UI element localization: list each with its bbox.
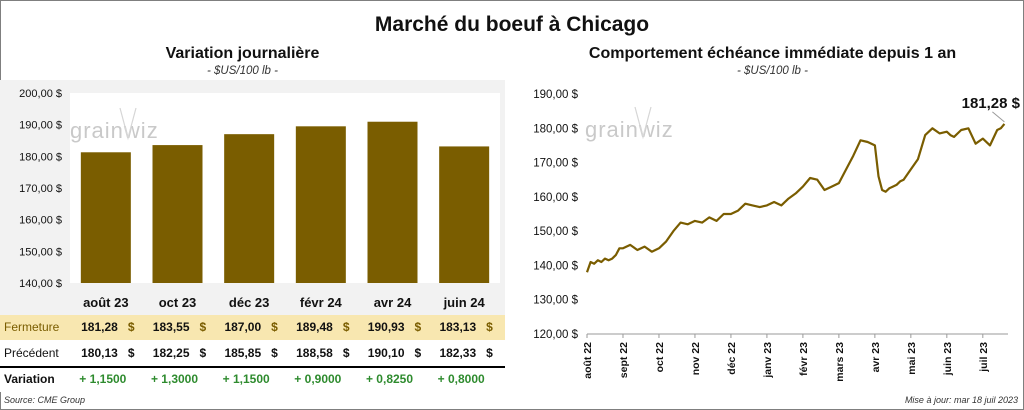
x-tick-label: déc 23: [229, 295, 269, 310]
source-note: Source: CME Group: [4, 395, 86, 405]
y-tick-label: 160,00 $: [19, 215, 62, 227]
table-cell: 189,48: [296, 319, 333, 334]
unit-symbol: $: [486, 346, 493, 360]
table-cell: 190,10: [367, 346, 405, 360]
left-chart-subtitle: - $US/100 lb -: [207, 65, 278, 77]
grainwiz-watermark: grainwiz: [585, 106, 674, 142]
table-divider: [0, 366, 505, 368]
bar: [224, 134, 275, 283]
watermark-mark-icon: [119, 107, 137, 141]
x-tick-label: juil 23: [978, 342, 990, 373]
x-tick-label: janv 23: [762, 342, 774, 379]
x-tick-label: août 23: [83, 295, 129, 310]
table-row-variation: Variation + 1,1500 + 1,3000 + 1,1500 + 0,900…: [0, 368, 505, 392]
right-line-chart: grainwiz 120,00 $ 130,00 $ 140,00 $ 150,00 $…: [533, 89, 1020, 382]
x-tick-label: nov 22: [690, 342, 702, 375]
x-tick-label: févr 23: [798, 342, 810, 376]
x-tick-label: août 22: [582, 342, 594, 379]
table-cell: 181,28: [81, 319, 118, 334]
y-tick-label: 180,00 $: [19, 151, 62, 163]
x-tick-label: avr 24: [374, 295, 412, 310]
table-cell: + 1,1500: [222, 372, 270, 386]
y-tick-label: 170,00 $: [533, 158, 578, 170]
table-cell: + 0,8000: [437, 372, 485, 386]
y-tick-label: 190,00 $: [533, 89, 578, 101]
unit-symbol: $: [342, 319, 350, 334]
left-bar-chart: grainwiz 140,00 $ 150,00 $ 160,00 $ 170,00 $…: [19, 88, 500, 310]
x-tick-label: févr 24: [300, 295, 343, 310]
y-tick-label: 150,00 $: [533, 226, 578, 238]
unit-symbol: $: [486, 319, 493, 334]
table-cell: + 1,1500: [79, 372, 127, 386]
x-tick-label: juin 23: [942, 342, 954, 376]
table-cell: 183,13: [439, 319, 477, 334]
y-tick-label: 130,00 $: [533, 295, 578, 307]
unit-symbol: $: [271, 346, 278, 360]
bar: [367, 121, 418, 283]
grainwiz-watermark: grainwiz: [70, 107, 159, 143]
plot-area: [70, 93, 500, 283]
y-tick-label: 150,00 $: [19, 246, 62, 258]
table-cell: 188,58: [296, 346, 333, 360]
watermark-text: grainwiz: [585, 117, 674, 142]
table-row-fermeture: Fermeture 181,28 $183,55 $187,00 $189,48 $190…: [0, 315, 505, 340]
y-tick-label: 180,00 $: [533, 123, 578, 135]
table-cell: 185,85: [224, 346, 262, 360]
y-tick-label: 170,00 $: [19, 183, 62, 195]
y-tick-label: 140,00 $: [19, 278, 62, 290]
table-cell: 182,33: [439, 346, 477, 360]
unit-symbol: $: [271, 319, 278, 334]
table-cell: + 0,9000: [294, 372, 342, 386]
bar: [80, 152, 131, 283]
bar: [152, 145, 203, 283]
table-cell: 187,00: [224, 319, 262, 334]
unit-symbol: $: [199, 346, 207, 360]
y-tick-label: 200,00 $: [19, 88, 62, 100]
unit-symbol: $: [414, 346, 422, 360]
row-label: Fermeture: [4, 319, 60, 334]
bar: [439, 146, 490, 283]
right-chart-subtitle: - $US/100 lb -: [737, 65, 808, 77]
last-value-leader: [992, 111, 1005, 123]
right-chart-title: Comportement échéance immédiate depuis 1…: [588, 45, 957, 62]
bar: [295, 126, 346, 284]
table-cell: 182,25: [152, 346, 190, 360]
left-chart-title: Variation journalière: [165, 45, 320, 62]
unit-symbol: $: [199, 319, 207, 334]
table-cell: 180,13: [81, 346, 118, 360]
table-row-precedent: Précédent 180,13 $182,25 $185,85 $188,58 $190…: [0, 340, 505, 368]
y-tick-label: 160,00 $: [533, 192, 578, 204]
y-tick-label: 190,00 $: [19, 120, 62, 132]
watermark-text: grainwiz: [70, 118, 159, 143]
table-cell: + 0,8250: [365, 372, 414, 386]
y-tick-label: 140,00 $: [533, 260, 578, 272]
y-tick-label: 120,00 $: [533, 329, 578, 341]
unit-symbol: $: [127, 319, 135, 334]
x-tick-label: juin 24: [443, 295, 486, 310]
x-tick-label: sept 22: [618, 342, 630, 378]
table-cell: 183,55: [152, 319, 190, 334]
unit-symbol: $: [414, 319, 422, 334]
x-tick-label: déc 22: [726, 342, 738, 375]
unit-symbol: $: [127, 346, 135, 360]
unit-symbol: $: [342, 346, 350, 360]
x-tick-label: mai 23: [906, 342, 918, 375]
update-note: Mise à jour: mar 18 juil 2023: [904, 395, 1018, 405]
row-label: Précédent: [4, 346, 59, 360]
watermark-mark-icon: [634, 106, 652, 140]
x-tick-label: mars 23: [834, 342, 846, 382]
row-label: Variation: [4, 372, 55, 386]
x-tick-label: oct 23: [159, 295, 197, 310]
x-tick-label: avr 23: [870, 342, 882, 373]
price-line: [585, 123, 1006, 273]
x-tick-label: oct 22: [654, 342, 666, 373]
table-cell: 190,93: [367, 319, 405, 334]
last-value-label: 181,28 $: [962, 95, 1020, 112]
page-title: Marché du boeuf à Chicago: [374, 13, 650, 36]
table-cell: + 1,3000: [150, 372, 199, 386]
